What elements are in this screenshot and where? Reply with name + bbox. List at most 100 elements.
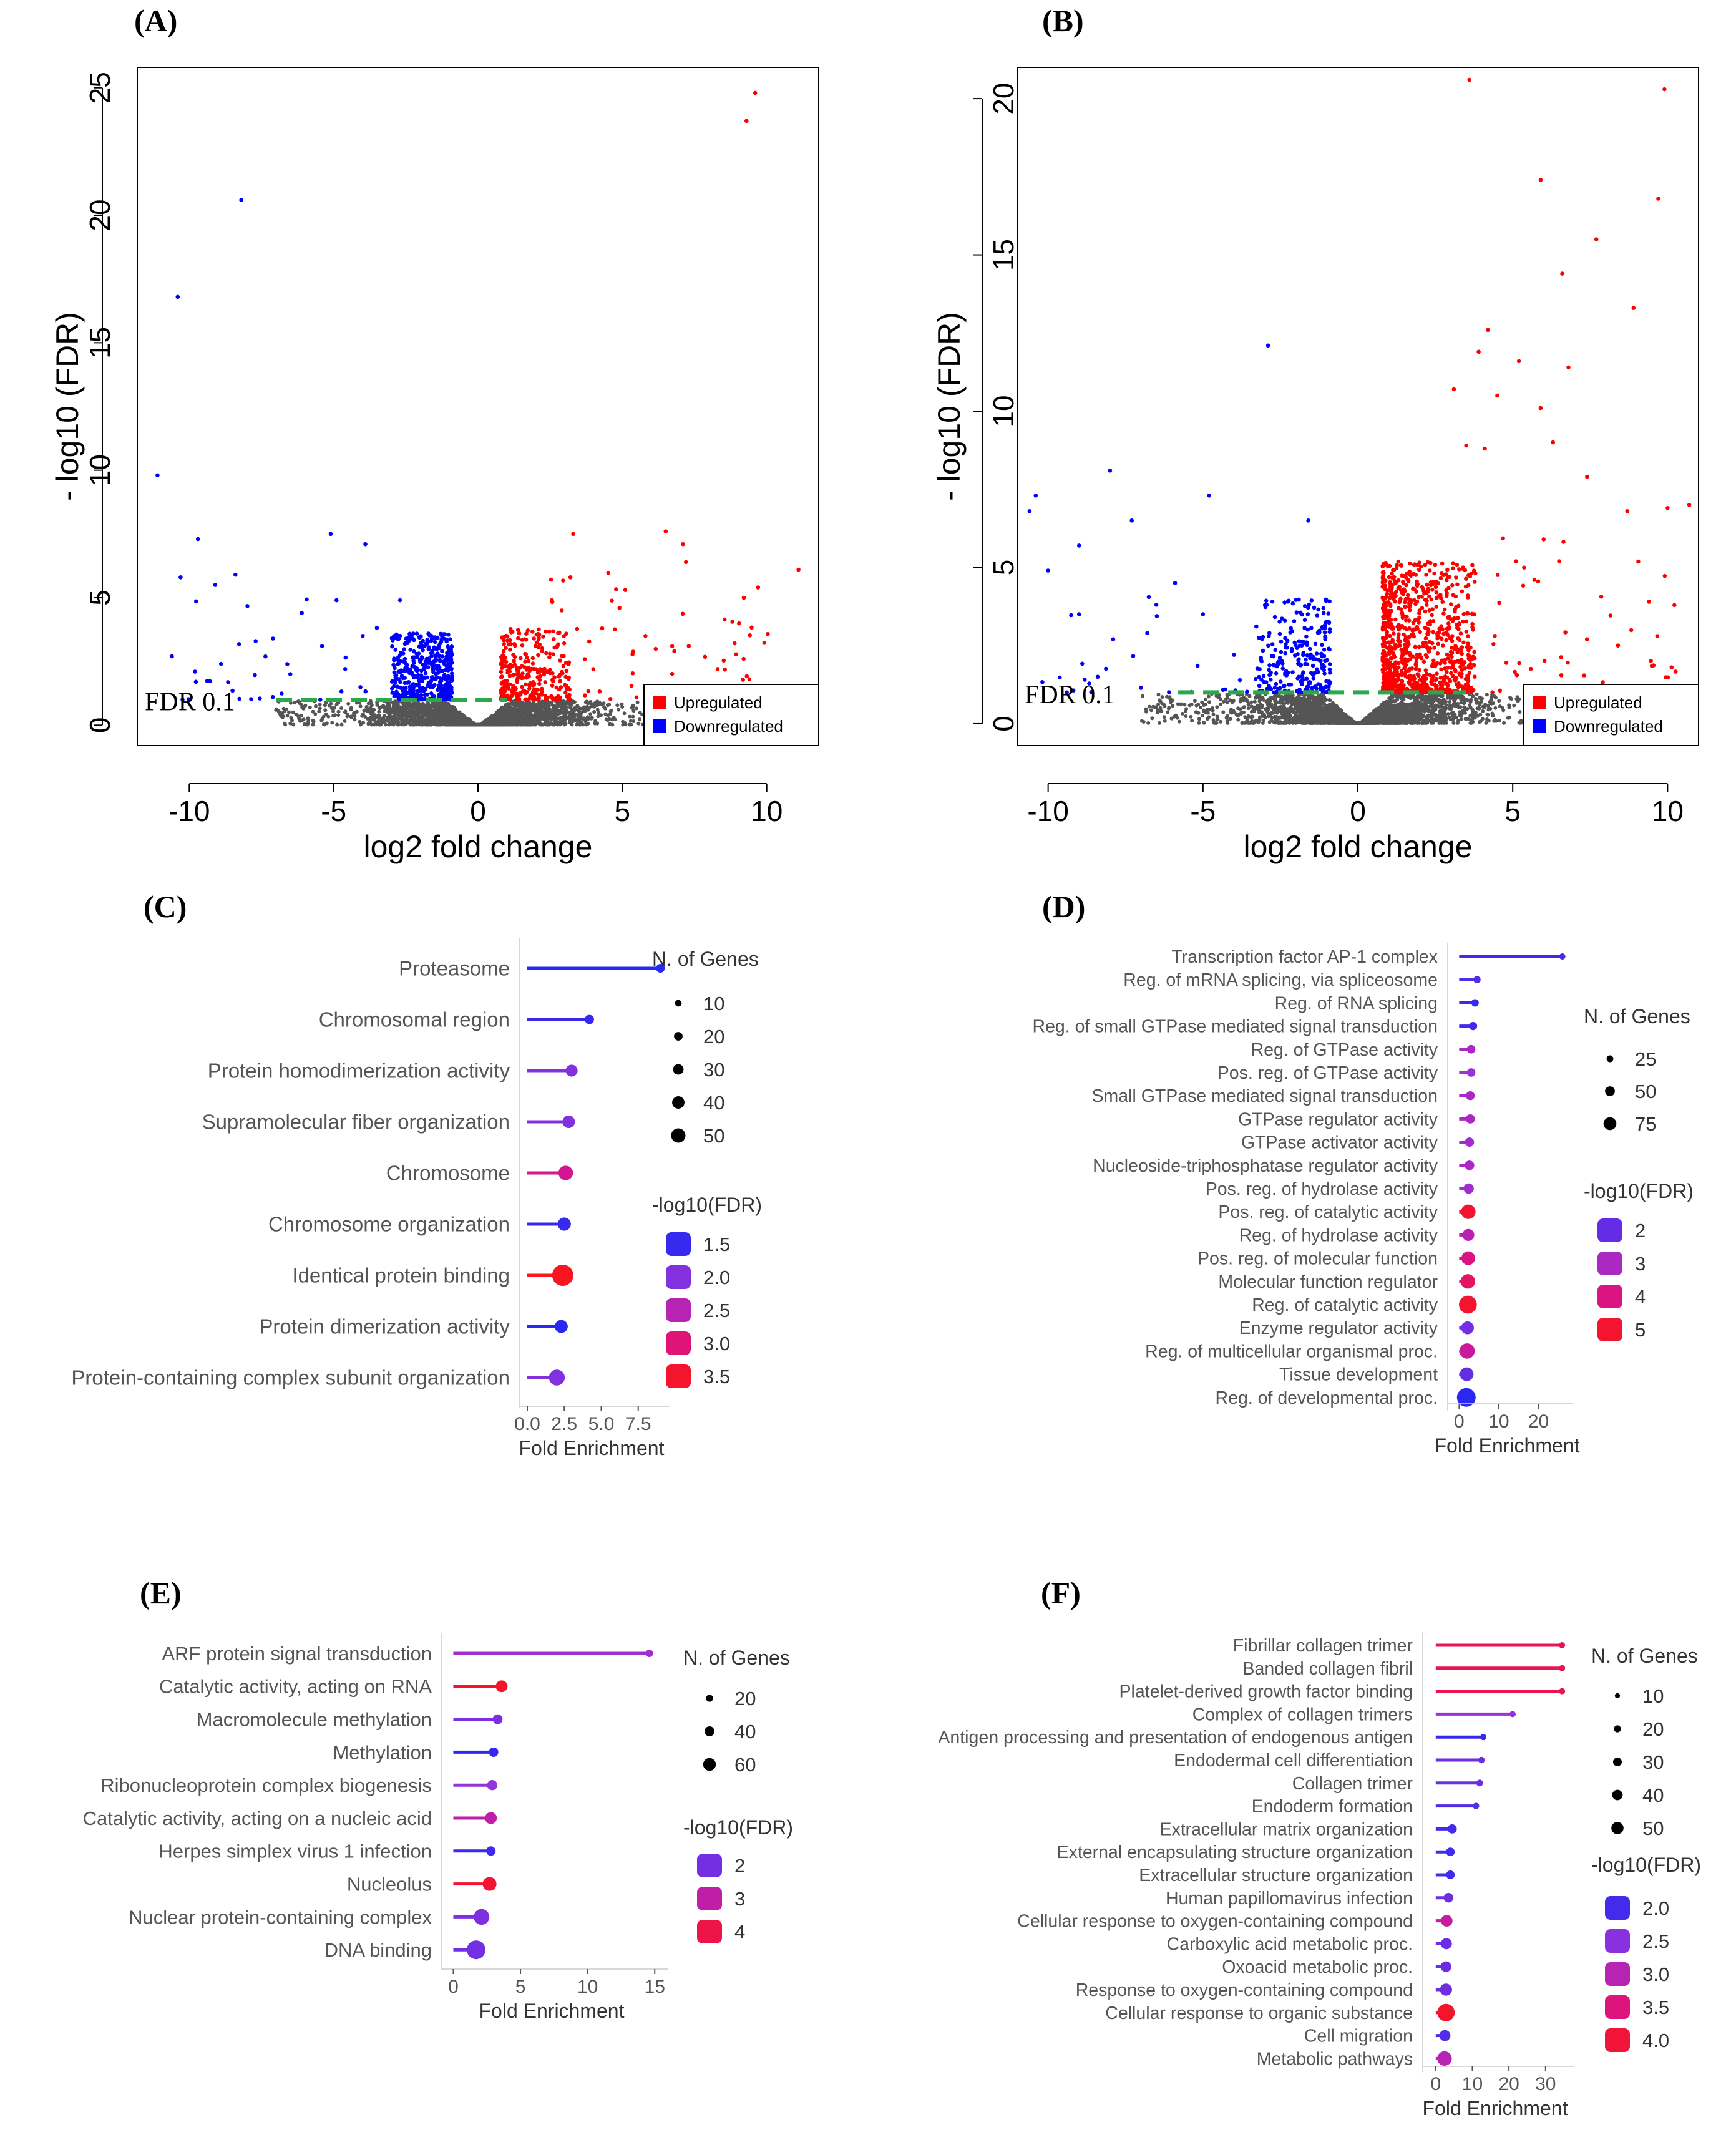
- point-ns: [555, 708, 560, 713]
- point-up: [614, 587, 618, 591]
- point-ns: [557, 721, 562, 725]
- point-ns: [496, 709, 500, 713]
- point-up: [499, 655, 504, 659]
- point-down: [419, 641, 423, 645]
- point-up: [597, 689, 602, 694]
- point-up: [503, 688, 507, 693]
- point-down: [393, 666, 397, 671]
- point-ns: [421, 716, 425, 720]
- point-ns: [287, 710, 291, 714]
- point-ns: [1508, 696, 1513, 701]
- point-ns: [562, 699, 566, 704]
- point-ns: [330, 721, 334, 725]
- plot-frame: [137, 67, 819, 746]
- point-ns: [507, 706, 512, 711]
- point-up: [571, 532, 575, 537]
- point-ns: [558, 703, 562, 707]
- point-up: [544, 697, 548, 701]
- point-ns: [432, 722, 437, 727]
- point-down: [434, 677, 438, 681]
- point-ns: [329, 701, 333, 706]
- point-down: [411, 658, 416, 663]
- point-ns: [1160, 695, 1164, 699]
- point-ns: [404, 709, 408, 713]
- point-down: [445, 687, 449, 691]
- point-ns: [313, 712, 318, 716]
- point-ns: [620, 702, 624, 706]
- point-up: [536, 631, 540, 636]
- y-tick-label: 5: [987, 560, 1020, 576]
- point-up: [562, 641, 567, 646]
- point-ns: [411, 722, 416, 727]
- point-ns: [288, 721, 293, 726]
- point-up: [550, 598, 554, 603]
- point-up: [686, 644, 691, 648]
- point-ns: [552, 716, 556, 720]
- point-ns: [396, 706, 400, 711]
- point-ns: [545, 713, 550, 717]
- point-up: [499, 662, 504, 667]
- point-up: [508, 648, 512, 652]
- point-ns: [602, 701, 606, 706]
- point-down: [447, 663, 452, 668]
- data-points: [155, 90, 801, 727]
- point-ns: [1448, 700, 1452, 704]
- point-up: [514, 691, 519, 696]
- point-down: [193, 599, 198, 604]
- point-ns: [581, 722, 585, 727]
- point-up: [536, 645, 540, 649]
- point-ns: [408, 715, 412, 719]
- point-ns: [321, 722, 326, 726]
- point-ns: [534, 717, 539, 721]
- x-tick-label: 5: [1504, 795, 1521, 827]
- point-ns: [427, 703, 431, 708]
- point-ns: [588, 699, 593, 704]
- point-ns: [511, 721, 515, 725]
- point-ns: [504, 706, 508, 710]
- point-down: [285, 662, 290, 666]
- point-ns: [346, 701, 351, 706]
- point-up: [534, 640, 539, 645]
- point-up: [512, 659, 516, 663]
- point-ns: [506, 717, 510, 721]
- point-down: [374, 626, 379, 630]
- point-up: [629, 683, 634, 688]
- point-ns: [1226, 714, 1230, 718]
- point-down: [399, 668, 404, 673]
- point-ns: [424, 709, 428, 714]
- point-ns: [396, 719, 400, 723]
- point-down: [444, 639, 449, 644]
- point-ns: [299, 714, 303, 718]
- point-ns: [1189, 702, 1194, 706]
- point-down: [431, 684, 436, 689]
- point-ns: [1508, 716, 1512, 720]
- point-ns: [311, 722, 315, 727]
- point-ns: [293, 701, 297, 705]
- point-down: [245, 604, 250, 608]
- x-tick-label: 5: [615, 795, 631, 827]
- x-axis: -10 -5 0 5 10: [168, 783, 783, 827]
- x-tick-label: -5: [321, 795, 346, 827]
- point-ns: [541, 716, 545, 720]
- point-up: [544, 651, 549, 656]
- point-up: [527, 682, 532, 687]
- point-ns: [576, 713, 580, 717]
- point-ns: [588, 712, 593, 716]
- point-up: [504, 646, 508, 650]
- point-down: [343, 667, 348, 671]
- point-down: [445, 681, 449, 686]
- point-up: [587, 639, 592, 644]
- point-ns: [367, 709, 371, 713]
- point-down: [426, 647, 431, 651]
- point-up: [557, 674, 562, 679]
- point-up: [737, 621, 741, 626]
- point-down: [446, 632, 451, 637]
- point-down: [416, 651, 421, 656]
- point-ns: [372, 708, 376, 712]
- point-ns: [363, 714, 367, 719]
- point-ns: [578, 706, 583, 711]
- point-ns: [1328, 698, 1332, 703]
- point-ns: [595, 703, 599, 706]
- y-tick-label: 25: [84, 72, 116, 104]
- point-ns: [1141, 694, 1145, 698]
